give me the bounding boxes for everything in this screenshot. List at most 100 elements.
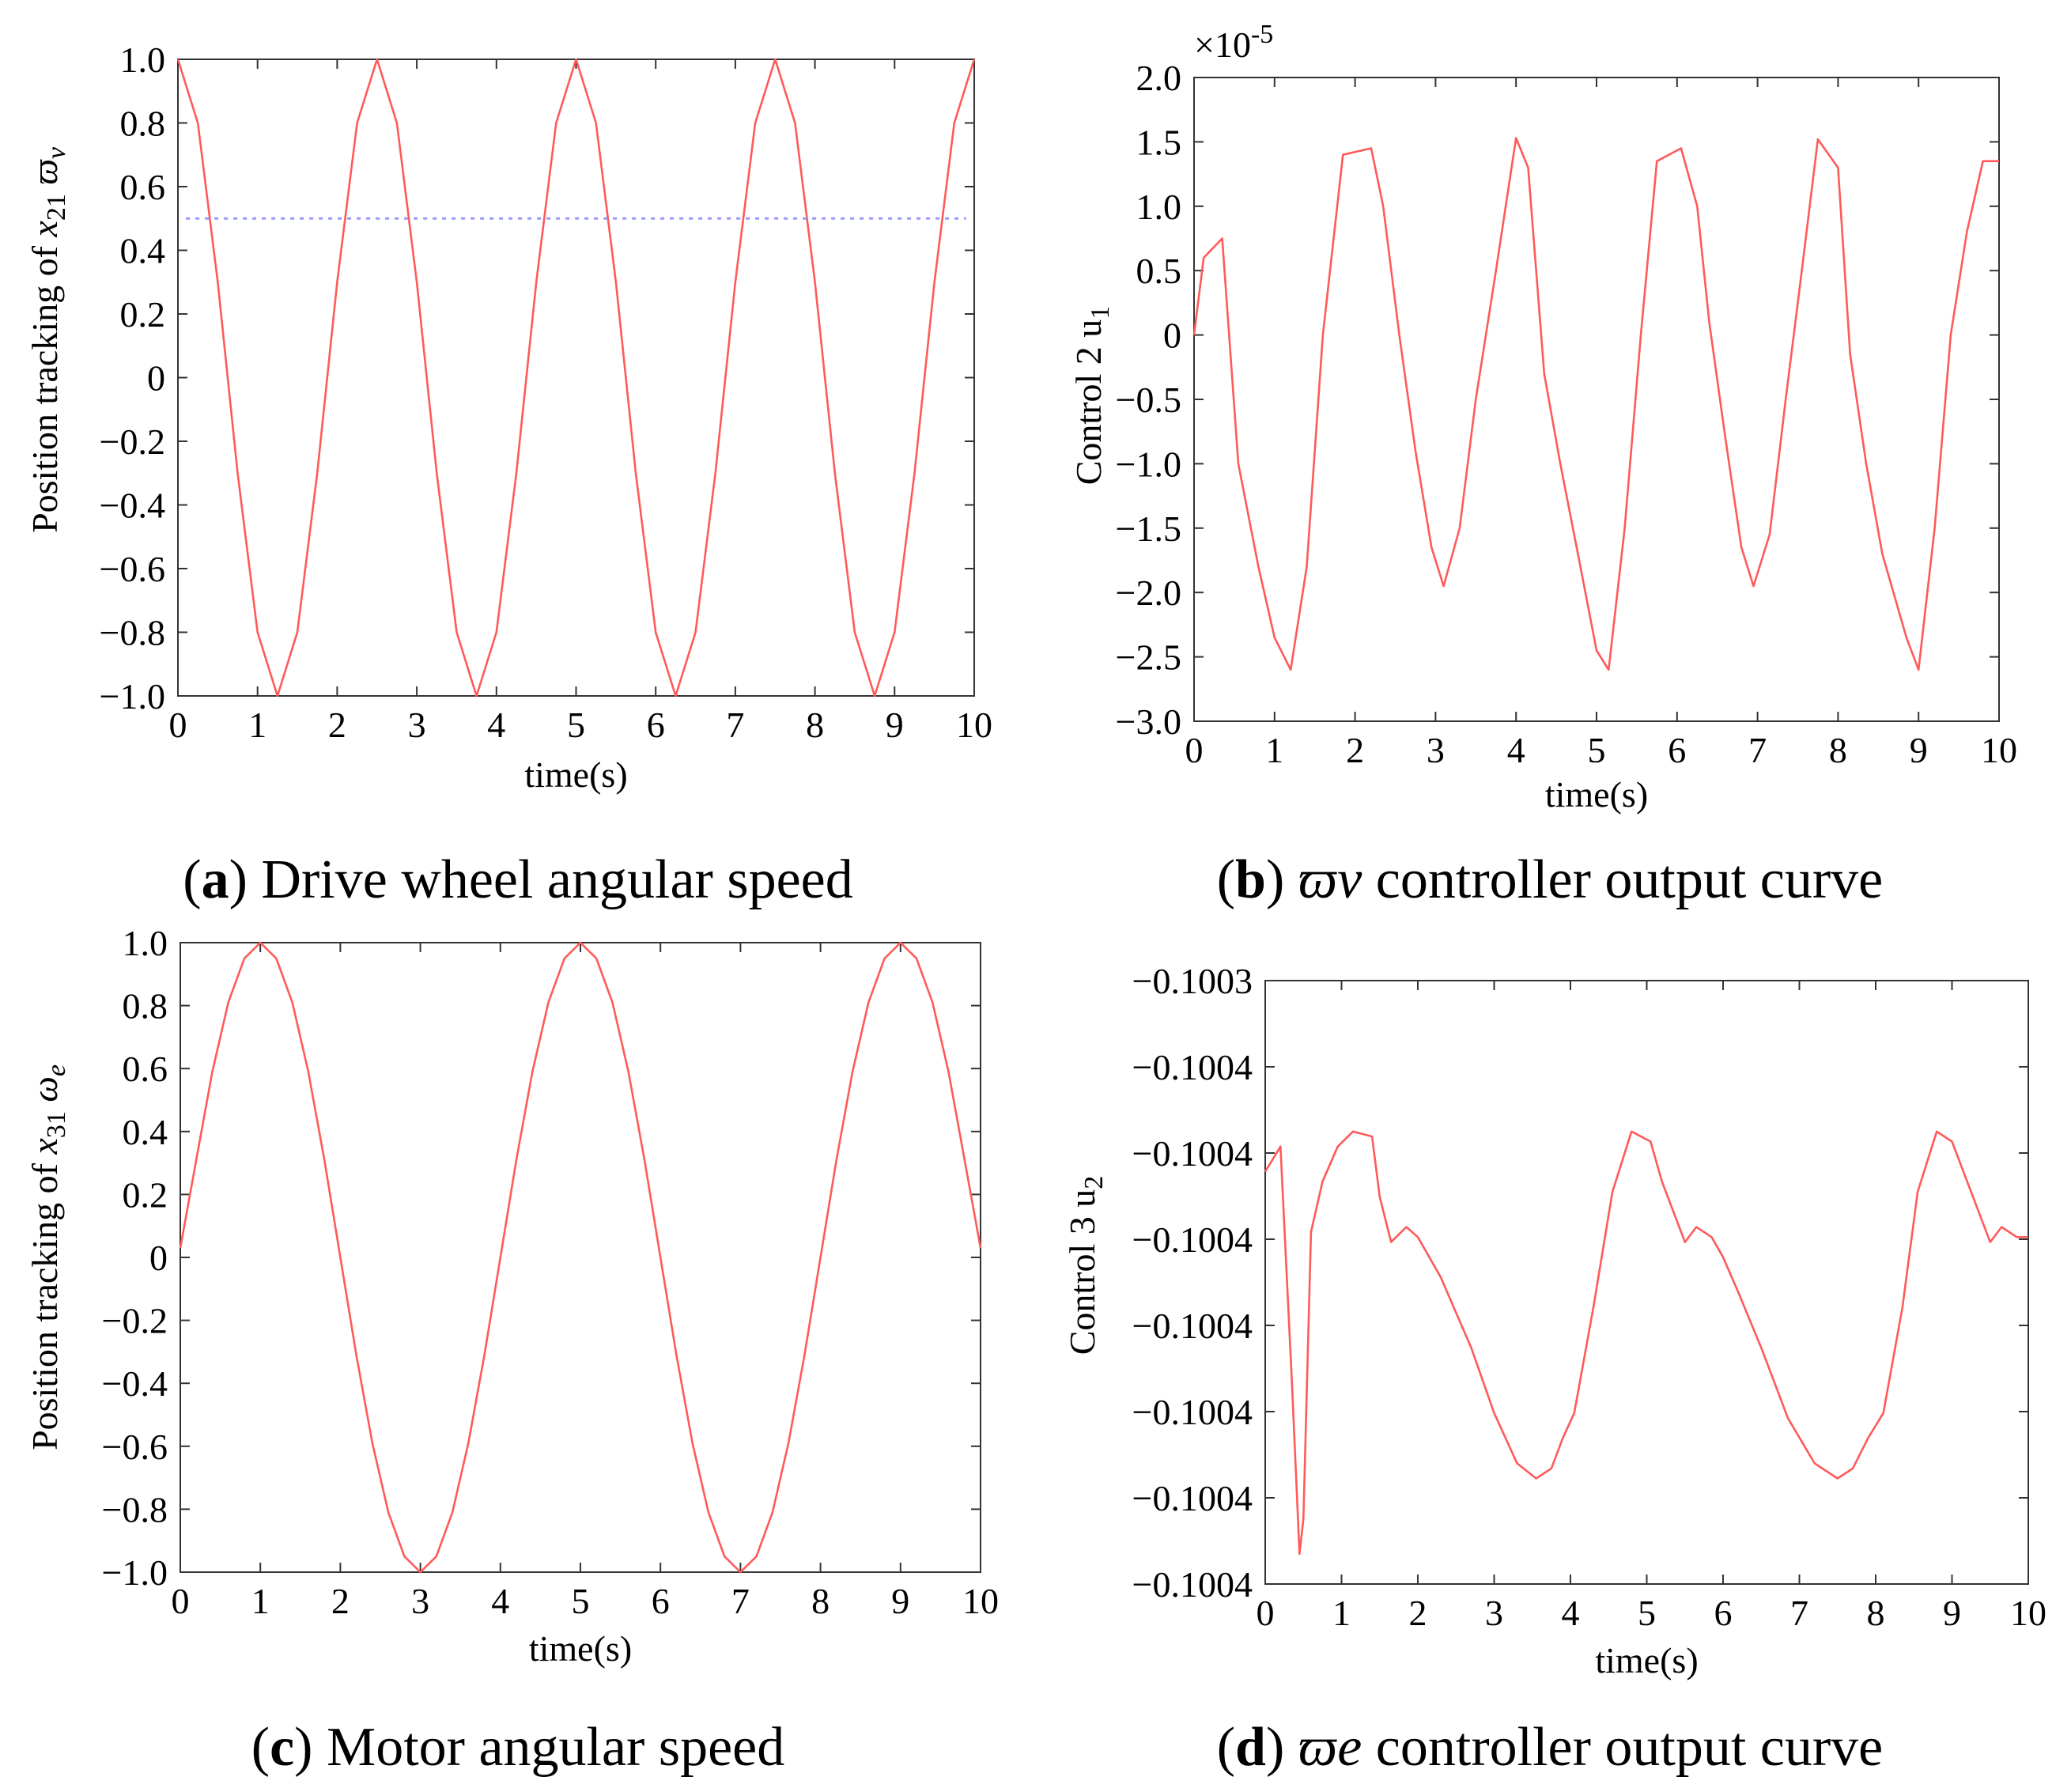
panel-a: 0 1 2 3 4 5 6 7 8 9 10 1.0 0.8 0.6 0.4 0.2 0 −0.2 −0.4 −0.6… <box>25 40 992 910</box>
y-tick-label: 0.8 <box>120 104 166 144</box>
x-tick-label: 3 <box>1485 1593 1503 1633</box>
series-line-u1 <box>1192 137 1999 671</box>
x-tick-label: 2 <box>331 1581 350 1621</box>
y-tick-label: 1.5 <box>1136 122 1182 162</box>
y-tick-label: 1.0 <box>120 40 166 80</box>
x-tick-label: 2 <box>328 705 346 745</box>
y-axis-label: Position tracking of x31 ωe <box>25 1064 71 1450</box>
y-tick-label: 0.5 <box>1136 251 1182 291</box>
y-tick-label: −1.0 <box>1116 444 1181 484</box>
series-line-u2 <box>1264 1130 2028 1556</box>
x-tick-label: 6 <box>1668 730 1686 770</box>
x-tick-label: 4 <box>1507 730 1525 770</box>
y-tick-label: 2.0 <box>1136 58 1182 98</box>
y-axis-multiplier: ×10-5 <box>1194 20 1273 65</box>
x-axis-label: time(s) <box>529 1628 632 1669</box>
x-axis-label: time(s) <box>524 754 627 795</box>
y-tick-label: −0.1004 <box>1132 1219 1253 1260</box>
series-line-tracking <box>176 58 976 698</box>
y-tick-label: 0.2 <box>123 1174 168 1215</box>
y-tick-label: −0.8 <box>100 613 165 653</box>
x-tick-label: 2 <box>1409 1593 1427 1633</box>
y-tick-label: −0.1004 <box>1132 1478 1253 1518</box>
x-tick-label: 8 <box>811 1581 830 1621</box>
panel-caption: (a) Drive wheel angular speed <box>183 849 852 910</box>
x-tick-label: 8 <box>806 705 824 745</box>
x-tick-label: 3 <box>1427 730 1445 770</box>
x-axis-label: time(s) <box>1545 774 1648 815</box>
y-tick-label: −0.1004 <box>1132 1564 1253 1605</box>
x-tick-label: 7 <box>1790 1593 1808 1633</box>
y-axis-label: Control 2 u1 <box>1068 306 1115 486</box>
x-tick-label: 1 <box>1332 1593 1351 1633</box>
x-tick-label: 5 <box>1588 730 1606 770</box>
panel-caption: (b) ϖv controller output curve <box>1217 849 1884 910</box>
y-tick-label: −0.5 <box>1116 380 1181 420</box>
x-tick-label: 4 <box>487 705 505 745</box>
panel-c: 0 1 2 3 4 5 6 7 8 9 10 1.0 0.8 0.6 0.4 0.2 0 −0.2 −0.4 −0.6… <box>25 923 999 1778</box>
x-axis-label: time(s) <box>1595 1640 1698 1680</box>
x-tick-label: 6 <box>647 705 665 745</box>
x-tick-label: 10 <box>2010 1593 2046 1633</box>
x-tick-label: 3 <box>408 705 426 745</box>
y-tick-label: 0.2 <box>120 294 166 335</box>
y-tick-label: −0.4 <box>102 1363 168 1404</box>
x-tick-label: 9 <box>1910 730 1928 770</box>
y-tick-label: 0.6 <box>123 1049 168 1089</box>
x-tick-label: 1 <box>251 1581 270 1621</box>
y-axis-label: Control 3 u2 <box>1062 1176 1109 1355</box>
x-tick-label: 7 <box>726 705 744 745</box>
y-tick-label: 1.0 <box>123 923 168 963</box>
x-tick-label: 5 <box>567 705 585 745</box>
y-tick-label: −0.2 <box>102 1301 168 1341</box>
y-tick-label: −0.1004 <box>1132 1306 1253 1346</box>
x-tick-label: 8 <box>1829 730 1847 770</box>
x-tick-label: 9 <box>886 705 904 745</box>
x-tick-label: 6 <box>652 1581 670 1621</box>
y-tick-label: −1.0 <box>102 1552 168 1593</box>
x-tick-label: 1 <box>248 705 266 745</box>
x-tick-label: 6 <box>1714 1593 1733 1633</box>
y-tick-label: −3.0 <box>1116 701 1181 742</box>
x-tick-label: 3 <box>411 1581 429 1621</box>
series-line-tracking <box>179 941 982 1574</box>
x-tick-label: 10 <box>956 705 992 745</box>
y-tick-label: −0.8 <box>102 1489 168 1529</box>
x-tick-label: 8 <box>1867 1593 1885 1633</box>
x-tick-label: 4 <box>491 1581 509 1621</box>
x-tick-label: 0 <box>1257 1593 1275 1633</box>
x-tick-label: 10 <box>962 1581 999 1621</box>
x-tick-label: 1 <box>1265 730 1283 770</box>
y-tick-label: 1.0 <box>1136 187 1182 227</box>
panel-b: 0 1 2 3 4 5 6 7 8 9 10 2.0 1.5 1.0 0.5 0 −0.5 −1.0 −1.5 −2.… <box>1068 20 2017 910</box>
y-tick-label: 0.6 <box>120 167 166 207</box>
y-tick-label: −0.6 <box>102 1427 168 1467</box>
x-tick-label: 0 <box>169 705 187 745</box>
y-tick-label: −0.1004 <box>1132 1133 1253 1174</box>
x-tick-label: 7 <box>731 1581 750 1621</box>
panel-caption: (d) ϖe controller output curve <box>1217 1717 1884 1778</box>
y-tick-label: 0.8 <box>123 986 168 1026</box>
y-tick-label: 0 <box>1163 316 1181 356</box>
y-tick-label: 0.4 <box>123 1112 168 1152</box>
x-tick-label: 5 <box>1638 1593 1656 1633</box>
y-tick-label: −1.0 <box>100 676 165 716</box>
y-tick-label: −1.5 <box>1116 508 1181 549</box>
y-tick-label: −0.2 <box>100 422 165 462</box>
y-tick-label: −2.0 <box>1116 573 1181 613</box>
y-axis-label: Position tracking of x21 ϖv <box>25 146 71 533</box>
y-tick-label: 0 <box>149 1238 168 1278</box>
x-tick-label: 9 <box>1943 1593 1961 1633</box>
panel-d: 0 1 2 3 4 5 6 7 8 9 10 −0.1003 −0.1004 −0.1004 −0.1004… <box>1062 961 2046 1778</box>
x-tick-label: 0 <box>172 1581 190 1621</box>
y-tick-label: −2.5 <box>1116 637 1181 678</box>
x-tick-label: 0 <box>1185 730 1204 770</box>
y-tick-label: 0 <box>147 358 165 399</box>
y-tick-label: −0.1004 <box>1132 1392 1253 1432</box>
y-tick-label: −0.1003 <box>1132 961 1253 1001</box>
y-tick-label: 0.4 <box>120 231 166 271</box>
x-tick-label: 7 <box>1748 730 1767 770</box>
x-tick-label: 10 <box>1981 730 2017 770</box>
x-tick-label: 2 <box>1346 730 1364 770</box>
